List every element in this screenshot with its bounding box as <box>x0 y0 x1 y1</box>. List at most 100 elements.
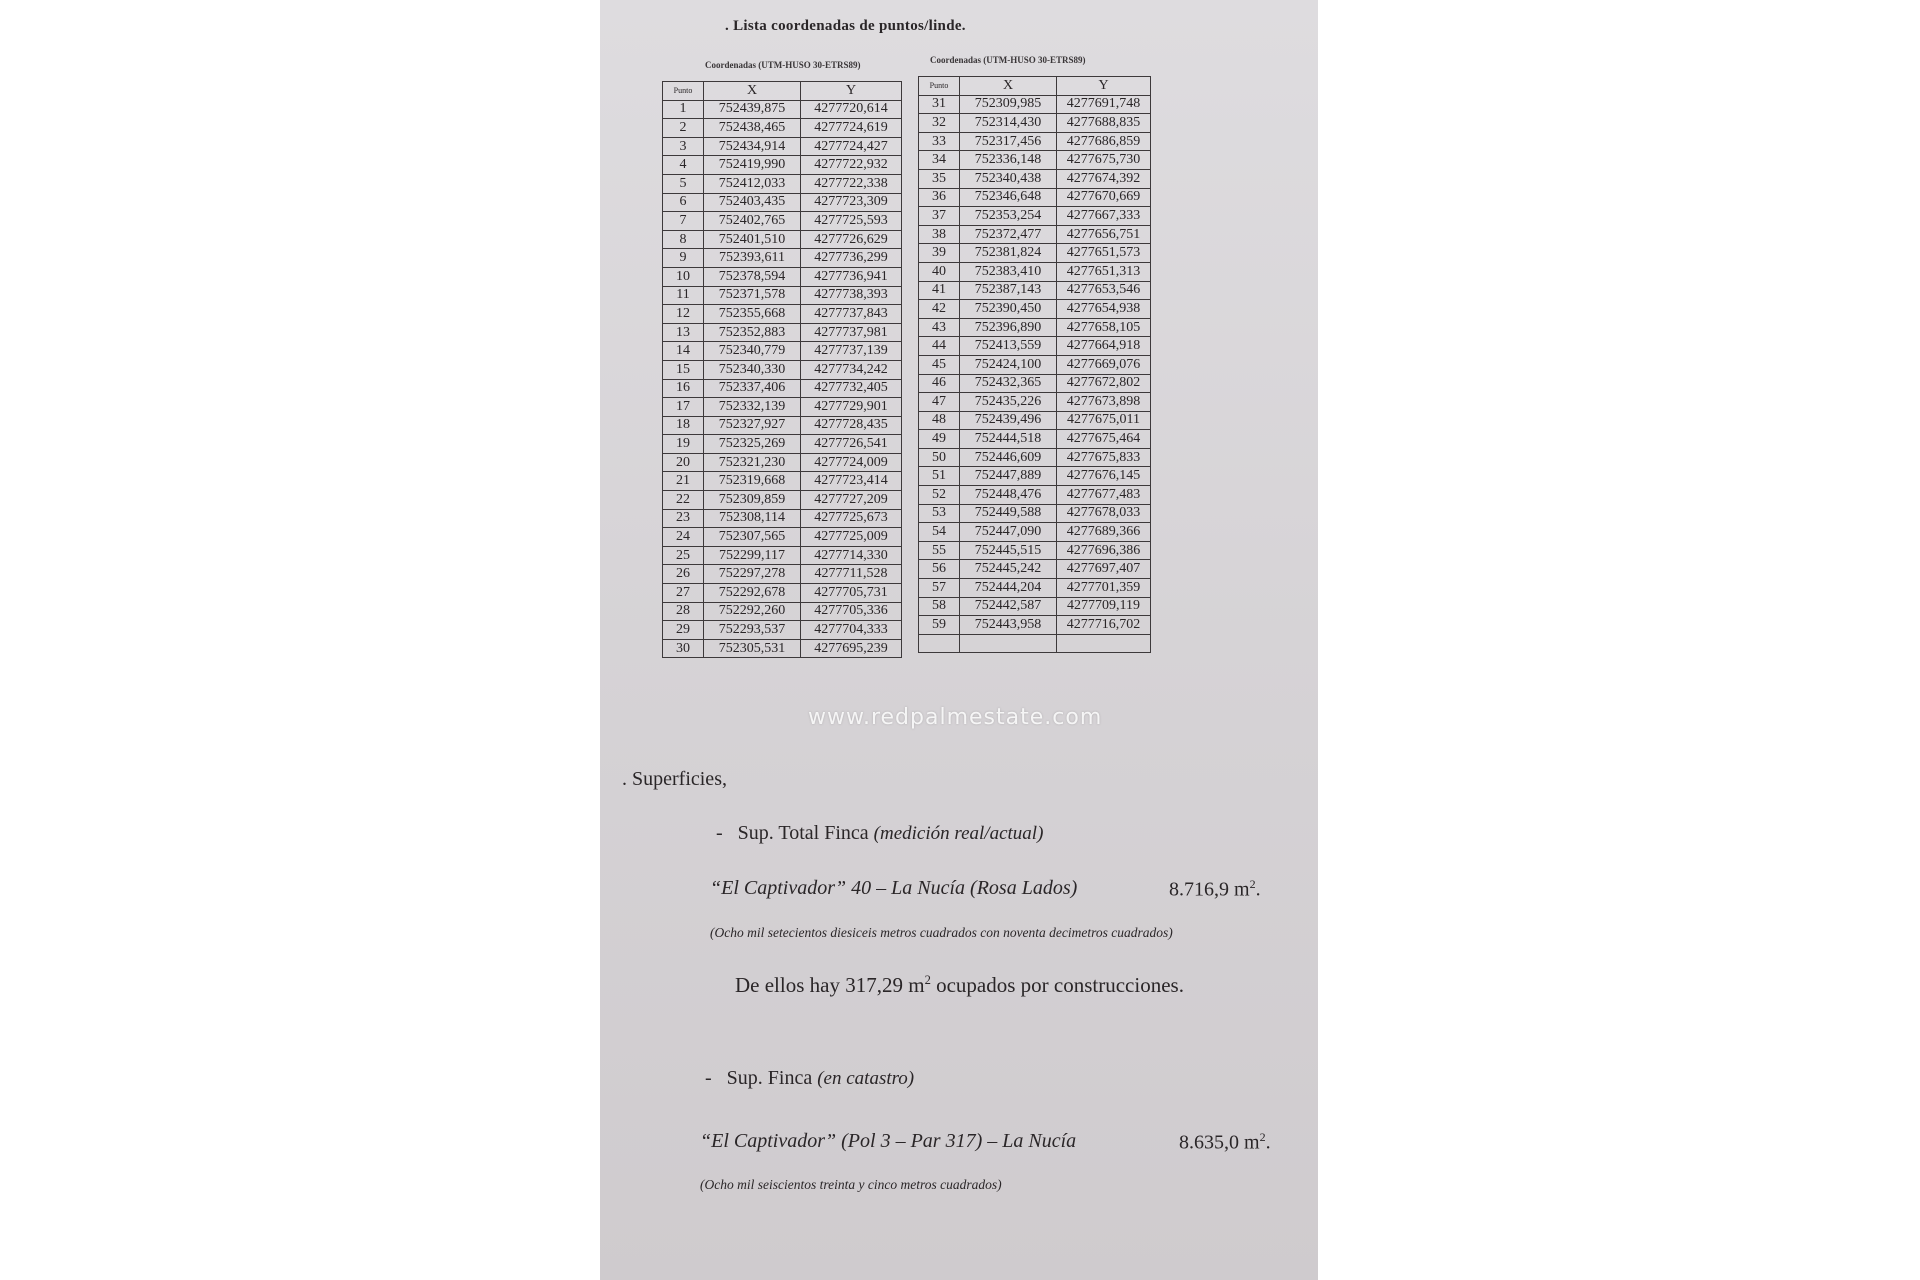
x-coordinate: 752445,515 <box>959 540 1057 561</box>
y-coordinate: 4277725,009 <box>800 527 902 547</box>
table-row: 33 752317,456 4277686,859 <box>918 131 1151 152</box>
point-number: 18 <box>662 415 704 436</box>
x-coordinate: 752292,260 <box>703 601 801 622</box>
y-coordinate: 4277737,139 <box>800 341 902 361</box>
point-number: 11 <box>662 285 704 306</box>
y-coordinate: 4277705,336 <box>800 601 902 622</box>
built-surface-suffix: ocupados por construcciones. <box>930 973 1184 997</box>
point-number: 1 <box>662 99 704 120</box>
x-coordinate: 752432,365 <box>959 373 1057 394</box>
table-row: 18 752327,927 4277728,435 <box>662 415 902 436</box>
point-number: 24 <box>662 527 704 547</box>
x-coordinate: 752419,990 <box>703 155 801 175</box>
table-row: 6 752403,435 4277723,309 <box>662 192 902 213</box>
table-row: 10 752378,594 4277736,941 <box>662 266 902 287</box>
y-coordinate: 4277697,407 <box>1056 559 1151 580</box>
y-coordinate: 4277675,833 <box>1056 447 1151 468</box>
built-surface-prefix: De ellos hay 317,29 m <box>735 973 925 997</box>
y-coordinate: 4277737,843 <box>800 304 902 324</box>
y-coordinate: 4277736,941 <box>800 266 902 287</box>
point-number: 37 <box>918 206 960 226</box>
table-row: 52 752448,476 4277677,483 <box>918 485 1151 505</box>
column-header-punto: Punto <box>918 76 960 96</box>
point-number: 34 <box>918 150 960 170</box>
catastro-surface-label: - Sup. Finca (en catastro) <box>705 1067 914 1090</box>
coordinates-list-title: . Lista coordenadas de puntos/linde. <box>725 18 966 34</box>
y-coordinate: 4277736,299 <box>800 248 902 268</box>
y-coordinate <box>1056 633 1151 654</box>
point-number: 40 <box>918 261 960 282</box>
y-coordinate: 4277726,629 <box>800 229 902 250</box>
y-coordinate: 4277667,333 <box>1056 206 1151 226</box>
y-coordinate: 4277674,392 <box>1056 168 1151 189</box>
table-row <box>918 633 1151 654</box>
x-coordinate: 752439,496 <box>959 410 1057 431</box>
x-coordinate: 752314,430 <box>959 113 1057 133</box>
x-coordinate: 752299,117 <box>703 545 801 566</box>
y-coordinate: 4277653,546 <box>1056 280 1151 301</box>
table-row: 53 752449,588 4277678,033 <box>918 503 1151 524</box>
table-header-row: Punto X Y <box>918 76 1151 96</box>
y-coordinate: 4277695,239 <box>800 638 902 659</box>
table-row: 16 752337,406 4277732,405 <box>662 378 902 399</box>
table-row: 56 752445,242 4277697,407 <box>918 559 1151 580</box>
table-row: 13 752352,883 4277737,981 <box>662 322 902 343</box>
table-row: 44 752413,559 4277664,918 <box>918 336 1151 356</box>
y-coordinate: 4277714,330 <box>800 545 902 566</box>
table-row: 37 752353,254 4277667,333 <box>918 206 1151 226</box>
x-coordinate: 752434,914 <box>703 136 801 157</box>
table-row: 23 752308,114 4277725,673 <box>662 508 902 529</box>
point-number: 25 <box>662 545 704 566</box>
point-number: 13 <box>662 322 704 343</box>
point-number: 46 <box>918 373 960 394</box>
point-number: 56 <box>918 559 960 580</box>
point-number: 28 <box>662 601 704 622</box>
catastro-surface-place: “El Captivador” (Pol 3 – Par 317) – La N… <box>700 1130 1077 1152</box>
point-number: 3 <box>662 136 704 157</box>
x-coordinate <box>959 633 1057 654</box>
y-coordinate: 4277676,145 <box>1056 466 1151 487</box>
point-number: 53 <box>918 503 960 524</box>
table-row: 29 752293,537 4277704,333 <box>662 620 902 640</box>
catastro-surface-note: (en catastro) <box>817 1068 915 1089</box>
x-coordinate: 752424,100 <box>959 354 1057 375</box>
x-coordinate: 752396,890 <box>959 317 1057 338</box>
x-coordinate: 752340,438 <box>959 168 1057 189</box>
y-coordinate: 4277724,427 <box>800 136 902 157</box>
y-coordinate: 4277675,464 <box>1056 429 1151 449</box>
point-number: 42 <box>918 299 960 319</box>
column-header-x: X <box>703 81 801 101</box>
catastro-surface-period: . <box>1265 1131 1271 1154</box>
catastro-surface-number: 8.635,0 m <box>1179 1131 1260 1154</box>
point-number: 26 <box>662 564 704 585</box>
table-row: 58 752442,587 4277709,119 <box>918 596 1151 617</box>
y-coordinate: 4277672,802 <box>1056 373 1151 394</box>
table-row: 59 752443,958 4277716,702 <box>918 615 1151 635</box>
point-number: 27 <box>662 583 704 603</box>
table-row: 35 752340,438 4277674,392 <box>918 168 1151 189</box>
table-row: 38 752372,477 4277656,751 <box>918 224 1151 245</box>
x-coordinate: 752444,204 <box>959 578 1057 598</box>
y-coordinate: 4277724,619 <box>800 118 902 138</box>
total-surface-words: (Ocho mil setecientos diesiceis metros c… <box>710 925 1173 940</box>
table-header-row: Punto X Y <box>662 81 902 101</box>
y-coordinate: 4277738,393 <box>800 285 902 306</box>
built-surface-text: De ellos hay 317,29 m2 ocupados por cons… <box>735 973 1184 998</box>
y-coordinate: 4277725,593 <box>800 211 902 231</box>
x-coordinate: 752327,927 <box>703 415 801 436</box>
y-coordinate: 4277722,932 <box>800 155 902 175</box>
x-coordinate: 752447,889 <box>959 466 1057 487</box>
y-coordinate: 4277723,414 <box>800 471 902 492</box>
table-row: 43 752396,890 4277658,105 <box>918 317 1151 338</box>
y-coordinate: 4277651,573 <box>1056 243 1151 263</box>
table-row: 40 752383,410 4277651,313 <box>918 261 1151 282</box>
x-coordinate: 752412,033 <box>703 173 801 194</box>
column-header-x: X <box>959 76 1057 96</box>
table-row: 24 752307,565 4277725,009 <box>662 527 902 547</box>
column-header-y: Y <box>800 81 902 101</box>
y-coordinate: 4277726,541 <box>800 434 902 454</box>
x-coordinate: 752353,254 <box>959 206 1057 226</box>
point-number: 10 <box>662 266 704 287</box>
point-number: 48 <box>918 410 960 431</box>
catastro-surface-exponent: 2 <box>1259 1130 1266 1144</box>
